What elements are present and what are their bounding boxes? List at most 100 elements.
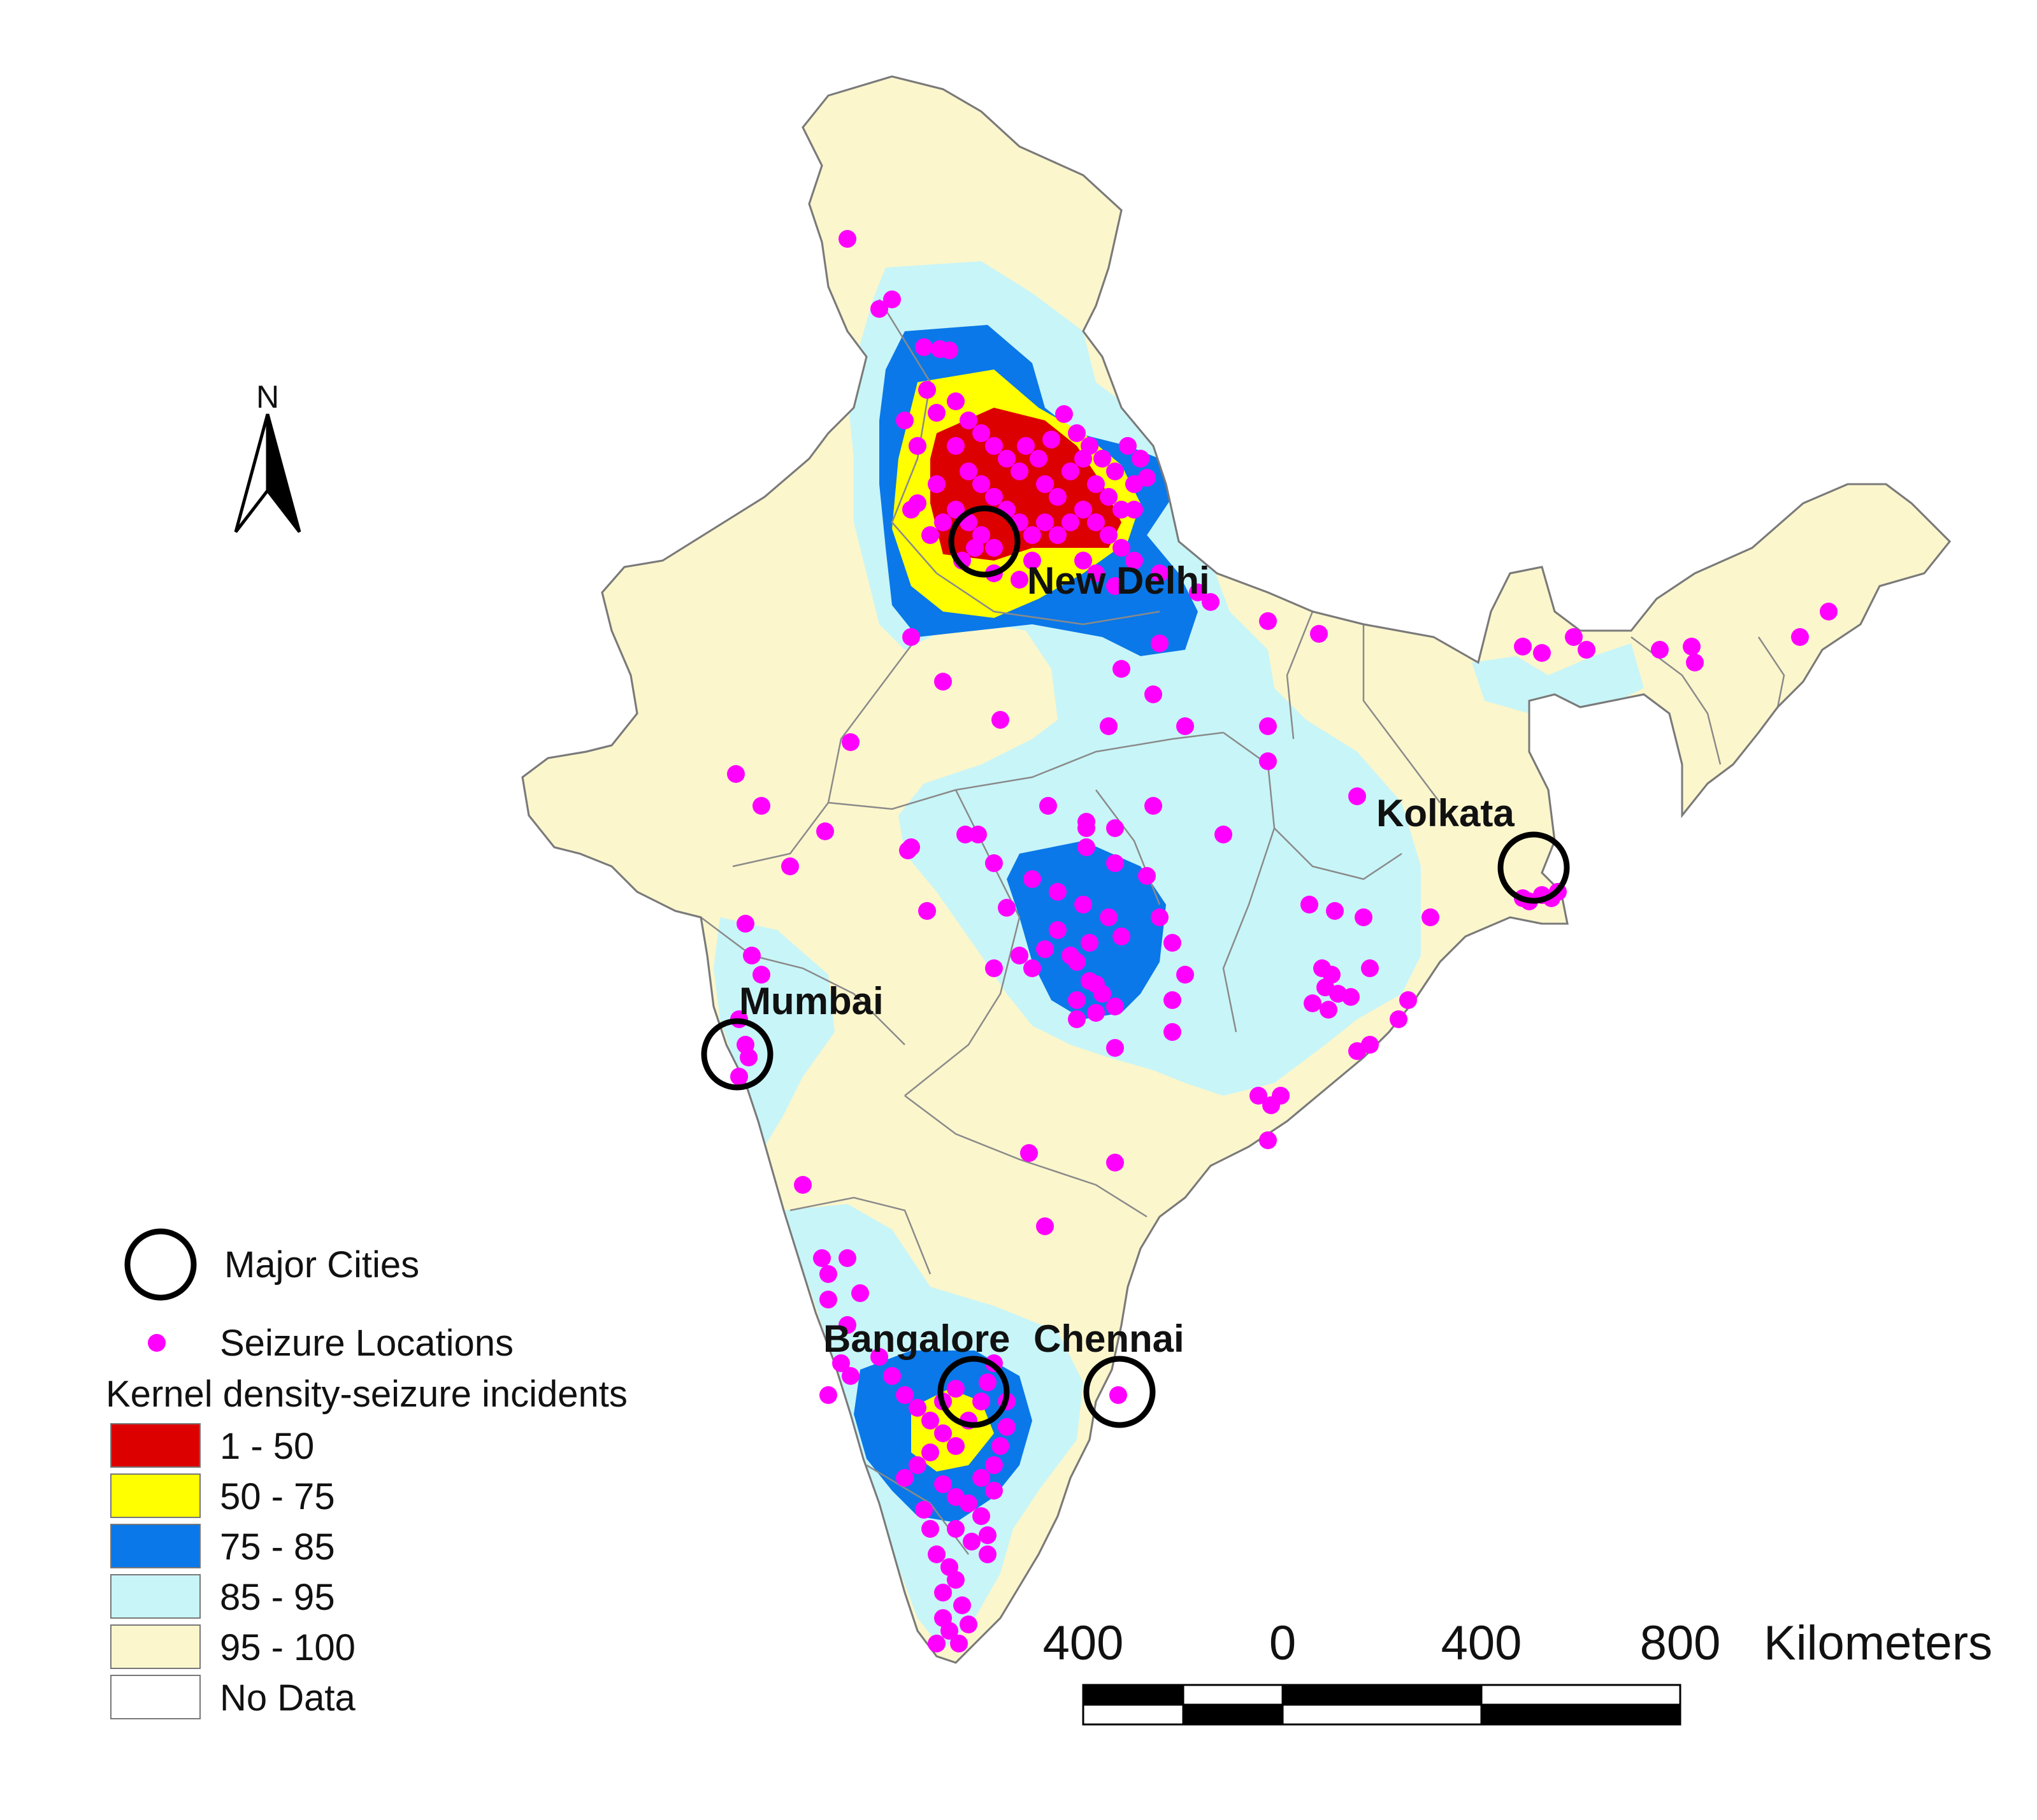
seizure-location-dot [972,1393,990,1410]
seizure-location-dot [985,437,1003,455]
legend-class-label: 85 - 95 [220,1577,335,1618]
seizure-location-dot [1259,612,1277,630]
seizure-location-dot [979,1545,997,1563]
seizure-location-dot [1348,1042,1366,1060]
seizure-location-dot [1578,641,1595,659]
seizure-location-dot [839,230,856,248]
city-ring-bangalore [937,1356,1010,1428]
state-border [700,917,905,1045]
seizure-location-dot [947,437,965,455]
seizure-location-dot [1106,998,1124,1015]
seizure-location-dot [934,1424,952,1442]
seizure-location-dot [883,1367,901,1385]
seizure-location-dot [1087,513,1105,531]
legend-class-label: 1 - 50 [220,1426,314,1467]
seizure-location-dot [1087,475,1105,493]
seizure-location-dot [985,539,1003,557]
seizure-location-dot [1163,1023,1181,1041]
major-cities-layer: New Delhi Kolkata Mumbai Bangalore Chennai [701,505,1570,1428]
seizure-location-dot [979,1526,997,1544]
city-label-bangalore: Bangalore [823,1317,1010,1360]
seizure-location-dot [870,300,888,318]
seizure-location-dot [737,915,754,933]
seizure-location-dot [1049,488,1067,506]
seizure-location-dot [947,1437,965,1455]
seizure-location-dot [1202,593,1220,611]
seizure-location-dot [813,1249,831,1267]
seizure-location-dot [918,902,936,920]
seizure-location-dot [1074,501,1092,519]
scale-bar-segment [1082,1703,1184,1726]
seizure-location-dot [947,392,965,410]
seizure-location-dot [950,1635,968,1652]
state-border [1362,624,1441,803]
city-label-mumbai: Mumbai [739,980,884,1022]
seizure-dot-icon [148,1334,166,1352]
seizure-location-dot [740,1049,758,1066]
seizure-location-dot [752,966,770,984]
seizure-location-dot [832,1354,850,1372]
seizure-location-dot [972,1507,990,1525]
scale-tick-label: 800 [1640,1616,1721,1670]
seizure-location-dot [985,854,1003,872]
state-border [904,1095,1148,1218]
seizure-location-dot [1087,564,1105,582]
seizure-location-dot [1068,1010,1086,1028]
seizure-location-dot [1112,660,1130,678]
seizure-location-dot [1533,644,1551,662]
seizure-location-dot [1300,896,1318,914]
seizure-location-dot [1138,469,1156,487]
scale-bar-segments [1082,1684,1681,1726]
scale-tick-label: 0 [1269,1616,1296,1670]
seizure-location-dot [947,1571,965,1589]
seizure-location-dot [1042,431,1060,448]
seizure-location-dot [1055,405,1073,423]
seizure-location-dot [985,1456,1003,1474]
seizure-location-dot [1039,797,1057,815]
seizure-location-dot [1068,991,1086,1009]
city-ring-new-delhi [948,505,1021,578]
seizure-location-dot [730,1068,748,1086]
city-ring-chennai [1083,1356,1156,1428]
scale-bar-segment [1480,1684,1681,1706]
state-border [1222,828,1276,1033]
seizure-location-dot [963,1533,981,1551]
seizure-location-dot [1062,513,1079,531]
seizure-location-dot [1106,1154,1124,1172]
seizure-location-dot [928,1635,946,1652]
legend: Major Cities Seizure Locations Kernel de… [106,1228,628,1719]
seizure-location-dot [1062,462,1079,480]
seizure-location-dot [1049,883,1067,901]
scale-bar-unit: Kilometers [1764,1616,1992,1670]
seizure-location-dot [985,959,1003,977]
seizure-location-dot [1361,959,1379,977]
seizure-location-dot [1176,717,1194,735]
scale-bar-segment [1281,1703,1483,1726]
seizure-location-dot [1100,526,1118,544]
seizure-location-dot [839,1249,856,1267]
seizure-location-dot [1355,908,1372,926]
seizure-location-dot [934,1475,952,1493]
scale-bar-segment [1182,1684,1284,1706]
seizure-location-dot [1087,975,1105,993]
seizure-location-dot [969,826,987,843]
seizure-location-dot [1093,450,1111,468]
seizure-location-dot [921,1520,939,1538]
seizure-location-dot [972,475,990,493]
seizure-location-dot [1023,870,1041,888]
seizure-location-dot [1011,571,1028,589]
seizure-location-dot [1036,475,1054,493]
seizure-location-dot [1106,462,1124,480]
seizure-location-dot [752,797,770,815]
seizure-location-dot [781,857,799,875]
seizure-location-dot [1132,450,1149,468]
seizure-location-dot [1163,934,1181,952]
seizure-location-dot [909,1399,926,1417]
seizure-location-dot [1100,908,1118,926]
state-border [1286,611,1314,740]
scale-tick-label: 400 [1043,1616,1124,1670]
seizure-location-dot [921,1444,939,1461]
seizure-location-dot [842,733,860,751]
seizure-location-dot [1249,1087,1267,1105]
seizure-location-dot [1017,437,1035,455]
